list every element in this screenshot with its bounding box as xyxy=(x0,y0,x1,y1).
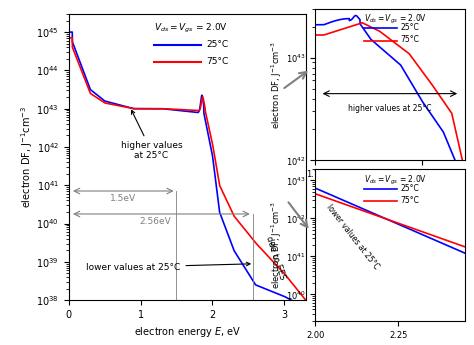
Y-axis label: electron DF, J$^{-1}$cm$^{-3}$: electron DF, J$^{-1}$cm$^{-3}$ xyxy=(270,201,284,289)
Text: lower values at 25°C: lower values at 25°C xyxy=(86,262,250,272)
Text: $V_{ds} = V_{gs}$ = 2.0V: $V_{ds} = V_{gs}$ = 2.0V xyxy=(365,13,428,26)
Text: 25°C: 25°C xyxy=(401,23,419,32)
X-axis label: electron energy $E$, eV: electron energy $E$, eV xyxy=(344,185,436,198)
Text: 75°C: 75°C xyxy=(401,196,419,205)
Text: 25°C: 25°C xyxy=(401,184,419,193)
Text: $V_{ds} = V_{gs}$ = 2.0V: $V_{ds} = V_{gs}$ = 2.0V xyxy=(154,22,228,36)
Text: due to EES: due to EES xyxy=(264,235,287,281)
Text: 75°C: 75°C xyxy=(206,57,228,66)
Text: higher values
at 25°C: higher values at 25°C xyxy=(120,110,182,160)
Text: 2.56eV: 2.56eV xyxy=(139,217,171,226)
Y-axis label: electron DF, J$^{-1}$cm$^{-3}$: electron DF, J$^{-1}$cm$^{-3}$ xyxy=(19,106,35,208)
Text: 25°C: 25°C xyxy=(206,40,228,49)
Text: $V_{ds} = V_{gs}$ = 2.0V: $V_{ds} = V_{gs}$ = 2.0V xyxy=(365,174,428,187)
X-axis label: electron energy $E$, eV: electron energy $E$, eV xyxy=(134,325,241,339)
Text: lower values at 25°C: lower values at 25°C xyxy=(324,203,381,272)
Y-axis label: electron DF, J$^{-1}$cm$^{-3}$: electron DF, J$^{-1}$cm$^{-3}$ xyxy=(270,40,284,129)
Text: 75°C: 75°C xyxy=(401,35,419,44)
Text: 1.5eV: 1.5eV xyxy=(109,194,136,203)
Text: higher values at 25°C: higher values at 25°C xyxy=(348,104,432,113)
